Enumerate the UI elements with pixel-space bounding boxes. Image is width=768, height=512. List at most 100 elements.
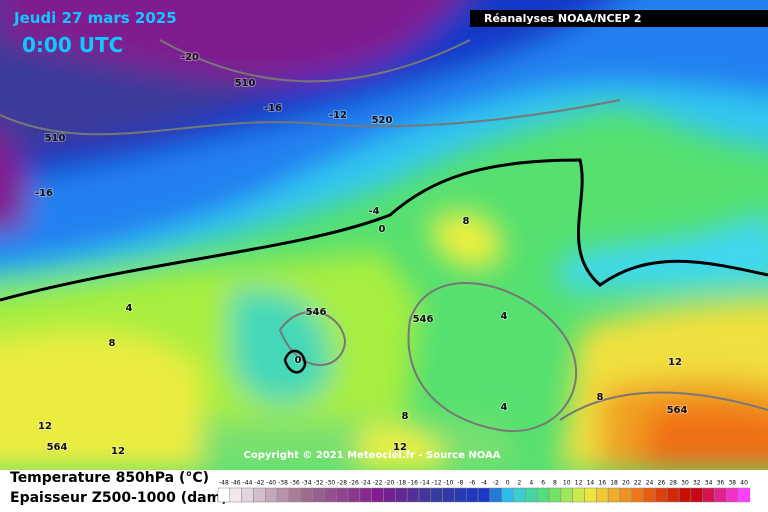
contour-label: 8 xyxy=(463,216,470,227)
footer-line2: Epaisseur Z500-1000 (dam) xyxy=(10,490,228,506)
legend-swatch xyxy=(489,487,502,503)
contour-label: 510 xyxy=(45,133,66,144)
legend-label: 8 xyxy=(553,480,557,487)
legend-swatch xyxy=(406,487,420,503)
source-text: Réanalyses NOAA/NCEP 2 xyxy=(484,12,642,25)
contour-label: 4 xyxy=(501,402,508,413)
legend-label: 18 xyxy=(610,480,618,487)
legend-label: -6 xyxy=(469,480,475,487)
legend-label: -24 xyxy=(361,480,371,487)
legend-swatch xyxy=(265,487,278,503)
contour-label: -20 xyxy=(181,52,199,63)
legend-label: 22 xyxy=(634,480,642,487)
legend-swatch xyxy=(430,487,443,503)
legend-label: 26 xyxy=(658,480,666,487)
legend-label: 34 xyxy=(705,480,713,487)
legend-swatch xyxy=(454,487,467,503)
legend-label: -32 xyxy=(314,480,324,487)
legend-label: 0 xyxy=(506,480,510,487)
legend-label: 28 xyxy=(669,480,677,487)
legend-label: 10 xyxy=(563,480,571,487)
legend-label: -10 xyxy=(444,480,454,487)
legend-label: -12 xyxy=(432,480,442,487)
legend-label: 14 xyxy=(587,480,595,487)
legend-swatch xyxy=(253,487,266,503)
contour-label: 546 xyxy=(306,307,327,318)
contour-label: 0 xyxy=(379,224,386,235)
legend-swatch xyxy=(395,487,408,503)
legend-label: -26 xyxy=(349,480,359,487)
legend-label: -18 xyxy=(396,480,406,487)
legend-swatch xyxy=(631,487,644,503)
legend-label: 20 xyxy=(622,480,630,487)
contour-label: -16 xyxy=(264,103,282,114)
contour-label: 12 xyxy=(38,421,52,432)
legend-label: 32 xyxy=(693,480,701,487)
contour-label: 8 xyxy=(109,338,116,349)
contour-label: 12 xyxy=(111,446,125,457)
legend-swatch xyxy=(513,487,526,503)
legend-label: 38 xyxy=(728,480,736,487)
copyright: Copyright © 2021 Meteociel.fr - Source N… xyxy=(244,450,501,461)
legend-swatch xyxy=(525,487,538,503)
contour-label: 4 xyxy=(501,311,508,322)
legend-label: 16 xyxy=(598,480,606,487)
legend-swatch xyxy=(383,487,396,503)
legend-swatch xyxy=(300,487,313,503)
legend-label: -40 xyxy=(266,480,276,487)
contour-label: -16 xyxy=(35,188,53,199)
legend-swatch xyxy=(418,487,432,503)
legend-label: -14 xyxy=(420,480,430,487)
contour-label: 510 xyxy=(235,78,256,89)
legend-label: -34 xyxy=(302,480,312,487)
legend-label: 40 xyxy=(740,480,748,487)
legend-label: -28 xyxy=(337,480,347,487)
legend-swatch xyxy=(359,487,372,503)
legend-label: -4 xyxy=(481,480,487,487)
legend-swatch xyxy=(371,487,384,503)
legend-swatch xyxy=(466,487,479,503)
legend-swatch xyxy=(229,487,242,503)
legend-swatch xyxy=(643,487,656,503)
contour-label: 546 xyxy=(413,314,434,325)
legend-swatch xyxy=(714,487,727,503)
contour-label: -4 xyxy=(368,206,379,217)
legend-swatch xyxy=(572,487,585,503)
legend-swatch xyxy=(347,487,361,503)
legend-label: -20 xyxy=(385,480,395,487)
contour-label: 520 xyxy=(372,115,393,126)
legend-swatch xyxy=(335,487,349,503)
time: 0:00 UTC xyxy=(22,33,123,57)
legend-swatch xyxy=(678,487,692,503)
contour-label: -12 xyxy=(329,110,347,121)
contours xyxy=(0,39,768,433)
legend: -48 -46 -44 -42 -40 -38 -36 -34 -32 -30 -28 -26 -24-… xyxy=(217,480,751,503)
legend-swatch xyxy=(596,487,609,503)
legend-label: 12 xyxy=(575,480,583,487)
legend-label: -2 xyxy=(493,480,499,487)
legend-label: 6 xyxy=(541,480,545,487)
legend-swatch xyxy=(312,487,325,503)
legend-label: 2 xyxy=(518,480,522,487)
legend-swatch xyxy=(619,487,633,503)
legend-label: -30 xyxy=(325,480,335,487)
contour-label: 4 xyxy=(126,303,133,314)
date: Jeudi 27 mars 2025 xyxy=(13,9,177,27)
legend-label: -22 xyxy=(373,480,383,487)
source-banner xyxy=(470,10,768,27)
legend-swatch xyxy=(548,487,562,503)
legend-label: -38 xyxy=(278,480,288,487)
legend-label: 36 xyxy=(717,480,725,487)
legend-swatch xyxy=(501,487,514,503)
contour-label: 8 xyxy=(402,411,409,422)
legend-swatch xyxy=(276,487,290,503)
legend-swatch xyxy=(702,487,715,503)
legend-label: 30 xyxy=(681,480,689,487)
contour-label: 564 xyxy=(667,405,688,416)
temperature-field xyxy=(0,0,768,470)
contour-label: 8 xyxy=(597,392,604,403)
legend-label: -8 xyxy=(457,480,463,487)
legend-swatch xyxy=(655,487,668,503)
